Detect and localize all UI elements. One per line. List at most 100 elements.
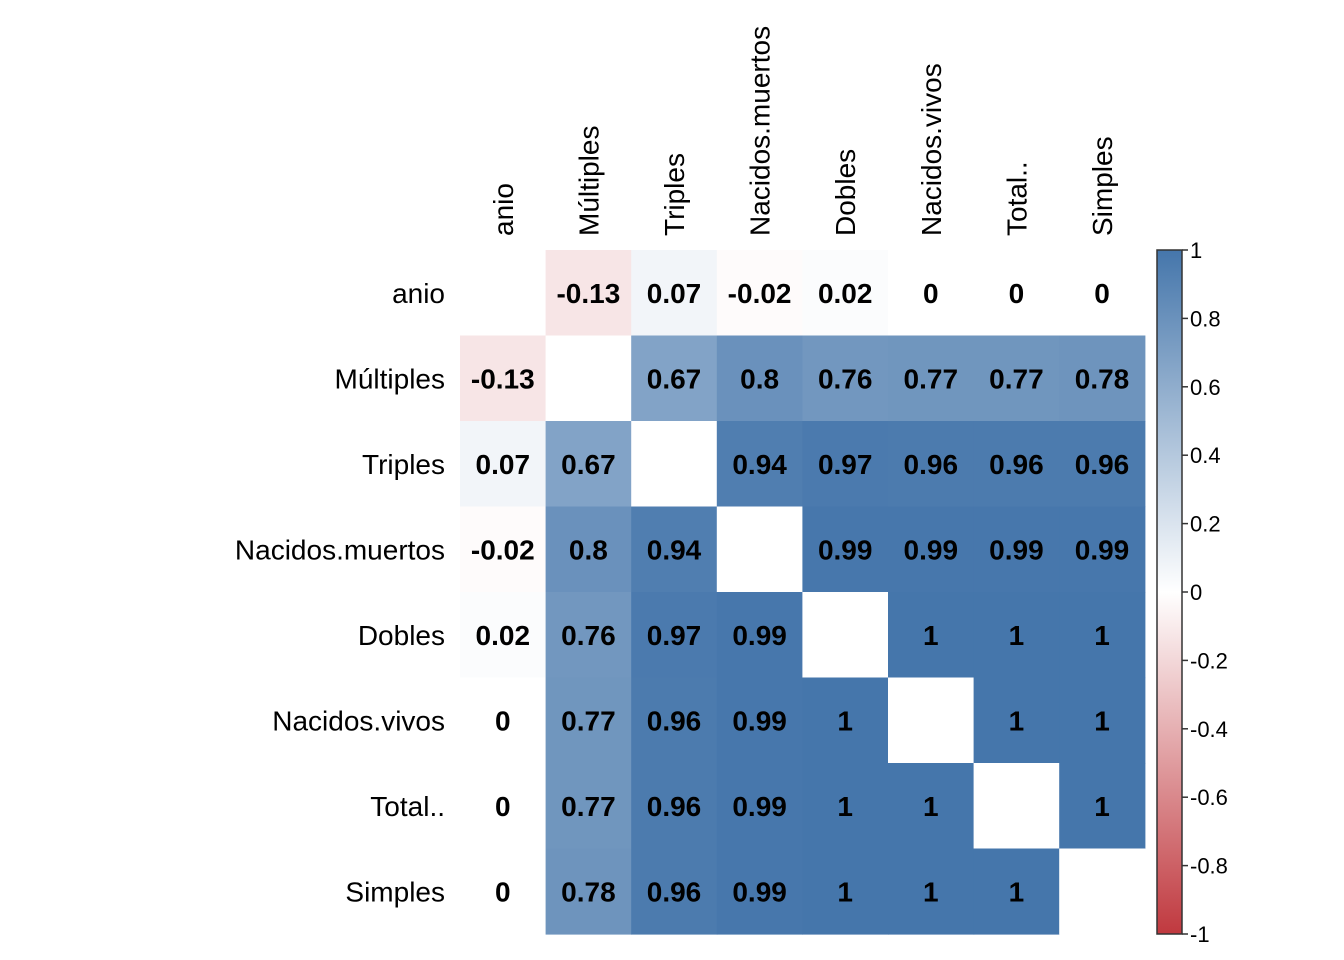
- cell-value-label: 0.99: [732, 705, 787, 736]
- cell-value-label: 1: [1094, 791, 1110, 822]
- heatmap-cell: [631, 250, 718, 337]
- heatmap-cell: [460, 763, 547, 850]
- heatmap-cell: [716, 592, 803, 679]
- column-label-total: Total..: [1001, 161, 1032, 236]
- heatmap-cell: [973, 592, 1060, 679]
- heatmap-cell: [545, 335, 632, 422]
- heatmap-cell: [545, 421, 632, 508]
- cell-value-label: 0.8: [569, 534, 608, 565]
- heatmap-cell: [973, 506, 1060, 593]
- column-label-simples: Simples: [1087, 136, 1118, 236]
- heatmap-cell: [716, 677, 803, 764]
- heatmap-cell: [973, 848, 1060, 935]
- cell-value-label: 1: [1009, 705, 1025, 736]
- cell-value-label: 0: [1094, 278, 1110, 309]
- colorbar-tick-label: 0.6: [1190, 375, 1221, 400]
- heatmap-cell: [973, 421, 1060, 508]
- heatmap-cell: [888, 677, 975, 764]
- heatmap-cell: [716, 335, 803, 422]
- cell-value-label: 0.02: [818, 278, 873, 309]
- cell-value-label: 0: [923, 278, 939, 309]
- cell-value-label: 0.96: [647, 705, 702, 736]
- heatmap-cell: [545, 250, 632, 337]
- heatmap-cell: [973, 677, 1060, 764]
- cell-value-label: 1: [1009, 876, 1025, 907]
- colorbar-tick-label: -0.6: [1190, 785, 1228, 810]
- heatmap-cell: [631, 421, 718, 508]
- cell-value-label: 0.02: [476, 620, 531, 651]
- cell-value-label: 1: [1094, 705, 1110, 736]
- cell-value-label: 0.8: [740, 363, 779, 394]
- cell-value-label: 0.77: [561, 791, 616, 822]
- heatmap-cell: [460, 506, 547, 593]
- heatmap-cell: [631, 848, 718, 935]
- heatmap-cell: [802, 677, 889, 764]
- row-label-nacidos-muertos: Nacidos.muertos: [235, 534, 445, 565]
- cell-value-label: 1: [837, 705, 853, 736]
- cell-value-label: -0.13: [556, 278, 620, 309]
- heatmap-cell: [716, 421, 803, 508]
- colorbar-tick-label: -0.2: [1190, 648, 1228, 673]
- column-label-dobles: Dobles: [830, 149, 861, 236]
- cell-value-label: 0: [1009, 278, 1025, 309]
- heatmap-cells: -0.13 0.07 -0.02 0.02 0 0 0 -0.13 0.67 0.8 0.76 0.7…: [460, 250, 1146, 935]
- colorbar-gradient: [1156, 249, 1183, 935]
- heatmap-cell: [545, 592, 632, 679]
- heatmap-cell: [631, 763, 718, 850]
- heatmap-cell: [1059, 421, 1146, 508]
- cell-value-label: 0.07: [647, 278, 702, 309]
- heatmap-cell: [460, 592, 547, 679]
- cell-value-label: 0.99: [732, 876, 787, 907]
- heatmap-cell: [460, 250, 547, 337]
- cell-value-label: 0.77: [989, 363, 1044, 394]
- cell-value-label: 0.76: [561, 620, 616, 651]
- cell-value-label: 0.96: [1075, 449, 1130, 480]
- heatmap-cell: [802, 506, 889, 593]
- cell-value-label: 0: [495, 876, 511, 907]
- cell-value-label: 0.97: [647, 620, 702, 651]
- heatmap-cell: [888, 763, 975, 850]
- colorbar-tick-label: 0.4: [1190, 443, 1221, 468]
- colorbar-tick-label: 0.2: [1190, 512, 1221, 537]
- cell-value-label: 0.96: [989, 449, 1044, 480]
- row-label-dobles: Dobles: [358, 620, 445, 651]
- heatmap-cell: [1059, 335, 1146, 422]
- heatmap-cell: [716, 763, 803, 850]
- cell-value-label: 0.99: [818, 534, 873, 565]
- heatmap-cell: [631, 592, 718, 679]
- heatmap-cell: [716, 250, 803, 337]
- heatmap-cell: [888, 592, 975, 679]
- heatmap-cell: [1059, 506, 1146, 593]
- cell-value-label: 0.99: [989, 534, 1044, 565]
- row-label-total: Total..: [370, 791, 445, 822]
- cell-value-label: 0.96: [647, 791, 702, 822]
- cell-value-label: -0.02: [728, 278, 792, 309]
- row-label-m-ltiples: Múltiples: [335, 363, 445, 394]
- row-label-triples: Triples: [362, 449, 445, 480]
- cell-value-label: 1: [1009, 620, 1025, 651]
- heatmap-cell: [888, 250, 975, 337]
- colorbar-tick-label: -1: [1190, 922, 1210, 947]
- cell-value-label: -0.13: [471, 363, 535, 394]
- colorbar-tick-label: -0.4: [1190, 717, 1228, 742]
- heatmap-cell: [1059, 250, 1146, 337]
- column-label-anio: anio: [488, 183, 519, 236]
- cell-value-label: 0.94: [647, 534, 702, 565]
- column-label-nacidos-muertos: Nacidos.muertos: [745, 26, 776, 236]
- cell-value-label: 0.77: [561, 705, 616, 736]
- heatmap-cell: [1059, 592, 1146, 679]
- cell-value-label: 0: [495, 705, 511, 736]
- cell-value-label: 0.76: [818, 363, 873, 394]
- heatmap-cell: [631, 335, 718, 422]
- cell-value-label: 0.96: [904, 449, 959, 480]
- cell-value-label: -0.02: [471, 534, 535, 565]
- heatmap-cell: [888, 506, 975, 593]
- row-label-simples: Simples: [345, 876, 445, 907]
- heatmap-cell: [545, 677, 632, 764]
- heatmap-cell: [802, 592, 889, 679]
- cell-value-label: 0.78: [1075, 363, 1130, 394]
- colorbar-tick-label: 0.8: [1190, 306, 1221, 331]
- heatmap-cell: [460, 848, 547, 935]
- heatmap-cell: [1059, 848, 1146, 935]
